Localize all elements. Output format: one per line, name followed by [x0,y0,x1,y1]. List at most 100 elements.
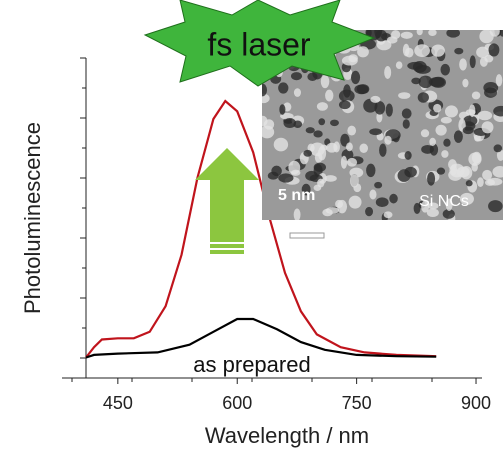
tem-grain [476,46,490,58]
tem-grain [389,193,398,204]
tem-grain [330,119,339,127]
tem-grain [398,92,411,99]
tem-grain [370,95,381,103]
scale-label: 5 nm [278,187,315,204]
tem-grain [414,44,430,58]
tem-grain [411,77,421,85]
tem-grain [454,47,464,55]
tem-grain [482,169,493,181]
x-tick-label: 600 [222,393,252,413]
tem-grain [484,54,494,63]
tem-grain [357,46,369,58]
tem-grain [418,75,433,89]
tem-grain [365,206,374,217]
tem-grain [428,77,445,87]
tem-grain [413,202,421,214]
tem-grain [337,199,348,214]
tem-grain [421,200,430,213]
tem-grain [317,178,325,188]
tem-grain [283,118,297,129]
tem-grain [429,137,436,146]
tem-grain [488,43,500,57]
tem-grain [369,189,377,200]
tem-grain [290,169,301,176]
tem-grain [341,55,358,66]
tem-grain [417,92,429,103]
x-tick-label: 450 [103,393,133,413]
tem-grain [338,89,355,103]
tem-grain [428,30,437,37]
tem-grain [366,163,376,178]
tem-grain [385,103,393,117]
y-axis-label: Photoluminescence [20,122,45,314]
tem-grain [440,116,452,124]
tem-grain [495,74,503,87]
x-tick-label: 900 [461,393,491,413]
tem-grain [395,61,403,69]
tem-grain [462,78,469,88]
tem-grain [305,127,315,134]
tem-grain [442,209,455,219]
tem-grain [350,174,359,188]
tem-grain [465,109,476,116]
tem-grain [463,115,478,127]
tem-grain [427,171,436,186]
tem-grain [374,30,383,39]
tem-grain [262,83,268,97]
tem-grain [471,91,481,100]
x-axis-label: Wavelength / nm [205,423,369,448]
tem-grain [350,70,361,85]
tem-grain [386,36,398,44]
tem-grain [384,65,392,79]
tem-grain [326,142,338,153]
tem-grain [440,63,450,76]
tem-grain [459,192,474,205]
tem-grain [316,102,328,111]
y-ticks [80,57,86,359]
tem-grain [379,143,387,157]
tem-grain [443,138,451,147]
tem-grain [369,128,382,136]
tem-grain [496,149,503,161]
tem-grain [262,115,268,127]
tem-grain [469,55,476,69]
tem-grain [441,150,449,158]
tem-grain [375,197,389,208]
tem-grain [420,129,430,138]
tem-grain [445,198,453,211]
tem-grain [444,105,458,118]
tem-grain [348,195,362,209]
arrow [195,148,259,254]
tem-grain [421,144,434,154]
tem-grain [493,105,503,117]
tem-grain [346,142,353,152]
tem-grain [404,151,412,160]
tem-grain [322,208,333,217]
tem-grain [450,164,457,176]
tem-grain [415,64,431,74]
tem-grain [426,208,439,218]
tem-grain [325,89,334,102]
tem-grain [488,200,503,213]
tem-grain [278,173,294,183]
x-tick-label: 750 [342,393,372,413]
tem-grain [462,126,474,135]
tem-grain [346,157,358,167]
tem-grain [347,125,357,136]
tem-grain [303,149,312,157]
tem-grain [416,30,423,36]
tem-grain [340,155,348,169]
tem-grain [493,144,503,153]
tem-grain [278,82,289,94]
tem-grain [384,135,392,145]
laser-label: fs laser [207,26,310,62]
tem-grain [383,211,393,219]
tem-grain [267,171,279,180]
tem-grain [477,110,493,121]
tem-grain [290,72,303,81]
scale-bar [289,232,325,239]
tem-grain [402,119,410,129]
tem-grain [433,103,442,113]
tem-grain [446,30,461,38]
